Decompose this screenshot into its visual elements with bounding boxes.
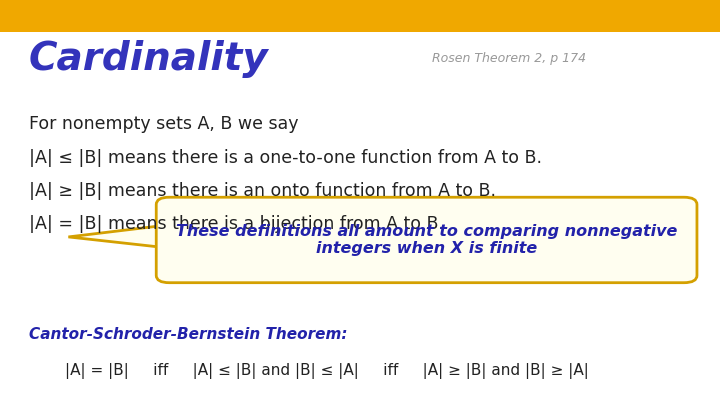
Text: These definitions all amount to comparing nonnegative
integers when X is finite: These definitions all amount to comparin… xyxy=(176,224,678,256)
FancyBboxPatch shape xyxy=(156,197,697,283)
Bar xyxy=(0,0,720,32)
Text: |A| ≤ |B| means there is a one-to-one function from A to B.: |A| ≤ |B| means there is a one-to-one fu… xyxy=(29,149,541,166)
Text: |A| = |B|     iff     |A| ≤ |B| and |B| ≤ |A|     iff     |A| ≥ |B| and |B| ≥ |A: |A| = |B| iff |A| ≤ |B| and |B| ≤ |A| if… xyxy=(65,362,589,379)
Text: |A| = |B| means there is a bijection from A to B.: |A| = |B| means there is a bijection fro… xyxy=(29,215,444,233)
Text: |A| ≥ |B| means there is an onto function from A to B.: |A| ≥ |B| means there is an onto functio… xyxy=(29,182,496,200)
Text: Cardinality: Cardinality xyxy=(29,40,269,78)
Text: For nonempty sets A, B we say: For nonempty sets A, B we say xyxy=(29,115,298,133)
Text: Rosen Theorem 2, p 174: Rosen Theorem 2, p 174 xyxy=(432,52,586,65)
Polygon shape xyxy=(68,224,173,248)
Text: Cantor-Schroder-Bernstein Theorem:: Cantor-Schroder-Bernstein Theorem: xyxy=(29,326,347,342)
